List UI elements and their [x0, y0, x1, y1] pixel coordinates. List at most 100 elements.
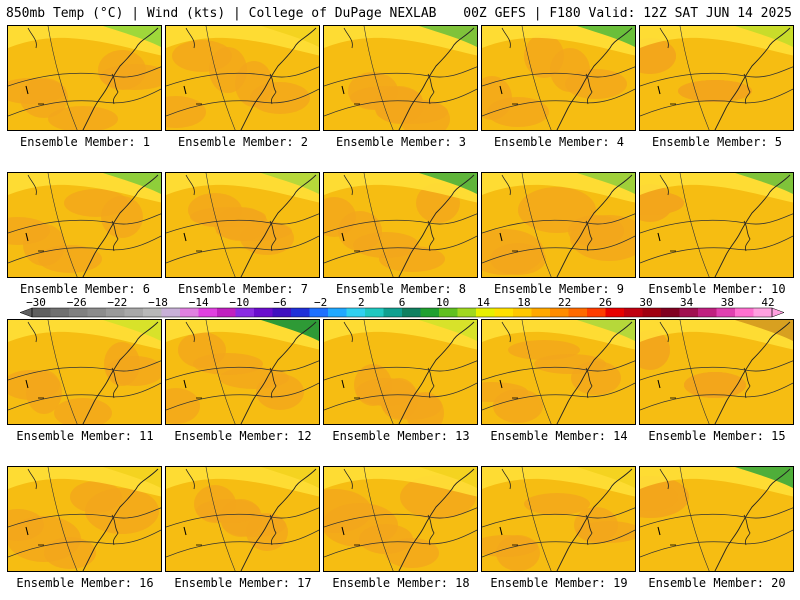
temperature-map-15	[640, 320, 793, 424]
temperature-map-12	[166, 320, 319, 424]
temperature-map-7	[166, 173, 319, 277]
ensemble-member-label: Ensemble Member: 13	[332, 429, 470, 443]
colorbar-swatch	[753, 308, 773, 317]
colorbar-swatch	[550, 308, 569, 317]
colorbar-swatch	[272, 308, 292, 317]
ensemble-member-label: Ensemble Member: 19	[490, 576, 628, 590]
colorbar-swatch	[161, 308, 181, 317]
colorbar-swatch	[679, 308, 699, 317]
colorbar-tick-label: 34	[680, 296, 694, 309]
colorbar-swatch	[476, 308, 495, 317]
ensemble-panel-16	[7, 466, 162, 572]
ensemble-panel-15	[639, 319, 794, 425]
ensemble-panel-9	[481, 172, 636, 278]
colorbar-swatch	[402, 308, 421, 317]
ensemble-panel-4	[481, 25, 636, 131]
ensemble-panel-19	[481, 466, 636, 572]
ensemble-panel-5	[639, 25, 794, 131]
ensemble-member-label: Ensemble Member: 6	[19, 282, 151, 296]
temperature-map-13	[324, 320, 477, 424]
model-run-info: 00Z GEFS | F180 Valid: 12Z SAT JUN 14 20…	[463, 6, 792, 21]
ensemble-member-label: Ensemble Member: 12	[174, 429, 312, 443]
colorbar-swatch	[198, 308, 218, 317]
ensemble-panel-13	[323, 319, 478, 425]
colorbar-swatch	[217, 308, 236, 317]
colorbar-swatch	[124, 308, 144, 317]
ensemble-panel-7	[165, 172, 320, 278]
temperature-map-17	[166, 467, 319, 571]
colorbar-swatch	[235, 308, 255, 317]
ensemble-member-label: Ensemble Member: 4	[493, 135, 625, 149]
temperature-map-4	[482, 26, 635, 130]
colorbar-tick-label: −30	[26, 296, 46, 309]
ensemble-member-label: Ensemble Member: 17	[174, 576, 312, 590]
colorbar-swatch	[309, 308, 329, 317]
colorbar-swatch	[143, 308, 162, 317]
colorbar-swatch	[698, 308, 717, 317]
colorbar-swatch	[457, 308, 477, 317]
temperature-map-3	[324, 26, 477, 130]
ensemble-panel-12	[165, 319, 320, 425]
ensemble-member-label: Ensemble Member: 9	[493, 282, 625, 296]
chart-title: 850mb Temp (°C) | Wind (kts) | College o…	[6, 6, 437, 21]
ensemble-panel-17	[165, 466, 320, 572]
colorbar-swatch	[365, 308, 384, 317]
ensemble-member-label: Ensemble Member: 18	[332, 576, 470, 590]
colorbar-swatch	[87, 308, 107, 317]
ensemble-member-label: Ensemble Member: 15	[648, 429, 786, 443]
temperature-map-20	[640, 467, 793, 571]
colorbar-tick-label: 10	[436, 296, 449, 309]
colorbar-swatch	[50, 308, 70, 317]
colorbar-swatch	[328, 308, 347, 317]
colorbar-tick-label: −6	[273, 296, 286, 309]
ensemble-member-label: Ensemble Member: 16	[16, 576, 154, 590]
colorbar-swatch	[568, 308, 588, 317]
colorbar-tick-label: −22	[107, 296, 127, 309]
colorbar-tick-label: 14	[477, 296, 491, 309]
colorbar-tick-label: −26	[67, 296, 87, 309]
ensemble-member-label: Ensemble Member: 11	[16, 429, 154, 443]
colorbar-swatch	[531, 308, 551, 317]
temperature-map-6	[8, 173, 161, 277]
colorbar-tick-label: −10	[229, 296, 249, 309]
colorbar-swatch	[69, 308, 88, 317]
colorbar-swatch	[180, 308, 199, 317]
ensemble-member-label: Ensemble Member: 14	[490, 429, 628, 443]
colorbar-swatch	[439, 308, 458, 317]
ensemble-panel-14	[481, 319, 636, 425]
colorbar-swatch	[642, 308, 662, 317]
colorbar-swatch	[32, 308, 51, 317]
ensemble-panel-6	[7, 172, 162, 278]
temperature-map-16	[8, 467, 161, 571]
temperature-map-8	[324, 173, 477, 277]
colorbar-tick-label: 38	[721, 296, 734, 309]
ensemble-member-label: Ensemble Member: 8	[335, 282, 467, 296]
colorbar-tick-label: 26	[599, 296, 612, 309]
temperature-map-11	[8, 320, 161, 424]
colorbar-tick-label: 30	[639, 296, 652, 309]
temperature-map-10	[640, 173, 793, 277]
temperature-map-14	[482, 320, 635, 424]
colorbar-tick-label: −2	[314, 296, 327, 309]
colorbar-tick-label: 6	[399, 296, 406, 309]
ensemble-panel-8	[323, 172, 478, 278]
temperature-map-9	[482, 173, 635, 277]
colorbar-swatch	[346, 308, 366, 317]
ensemble-member-label: Ensemble Member: 3	[335, 135, 467, 149]
temperature-map-5	[640, 26, 793, 130]
ensemble-panel-20	[639, 466, 794, 572]
colorbar-swatch	[735, 308, 754, 317]
ensemble-panel-11	[7, 319, 162, 425]
colorbar-swatch	[624, 308, 643, 317]
colorbar-swatch	[513, 308, 532, 317]
temperature-map-19	[482, 467, 635, 571]
colorbar-swatch	[661, 308, 680, 317]
ensemble-member-label: Ensemble Member: 20	[648, 576, 786, 590]
ensemble-panel-10	[639, 172, 794, 278]
colorbar-tick-label: 42	[761, 296, 774, 309]
ensemble-panel-18	[323, 466, 478, 572]
colorbar-swatch	[605, 308, 625, 317]
ensemble-panel-3	[323, 25, 478, 131]
ensemble-member-label: Ensemble Member: 5	[651, 135, 783, 149]
ensemble-panel-1	[7, 25, 162, 131]
